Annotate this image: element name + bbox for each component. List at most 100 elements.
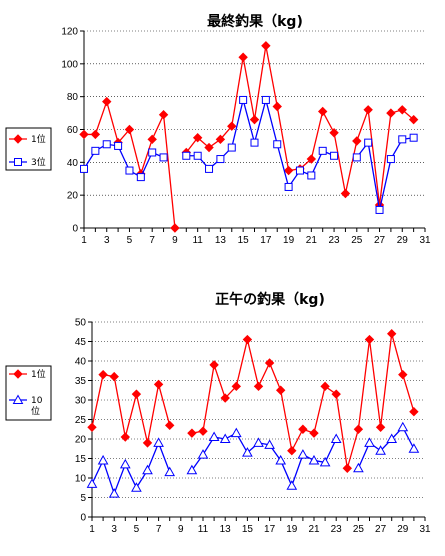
y-tick-label: 20 <box>67 191 79 202</box>
data-point <box>97 454 109 465</box>
series-2 <box>86 421 420 498</box>
data-point <box>398 135 407 144</box>
data-point <box>253 437 264 447</box>
data-point <box>408 443 420 453</box>
data-point <box>308 454 320 465</box>
data-point <box>409 133 418 142</box>
x-tick-label: 25 <box>353 524 365 535</box>
data-point <box>205 164 214 173</box>
data-point <box>352 136 362 146</box>
legend-box <box>5 127 52 171</box>
series-line <box>185 45 415 206</box>
data-point <box>136 173 145 182</box>
x-tick-label: 31 <box>419 524 431 535</box>
x-tick-label: 11 <box>192 235 203 246</box>
series-1 <box>87 328 419 473</box>
data-point <box>238 52 248 62</box>
data-point <box>375 445 386 455</box>
data-point <box>306 154 317 164</box>
data-point <box>219 433 231 443</box>
series-line <box>91 441 171 496</box>
data-point <box>298 424 308 434</box>
x-tick-label: 9 <box>178 524 184 535</box>
data-point <box>170 223 180 233</box>
data-point <box>340 188 351 199</box>
data-point <box>317 106 328 117</box>
x-tick-label: 17 <box>260 235 272 246</box>
data-point <box>239 95 248 104</box>
y-tick-label: 30 <box>75 396 87 407</box>
y-tick-label: 50 <box>75 318 87 329</box>
data-point <box>261 95 270 104</box>
data-point <box>102 140 111 149</box>
data-point <box>386 155 395 164</box>
x-tick-label: 15 <box>238 235 250 246</box>
data-point <box>264 358 275 368</box>
data-point <box>275 385 286 395</box>
x-tick-label: 13 <box>215 235 227 246</box>
data-point <box>297 449 309 459</box>
x-tick-label: 7 <box>156 524 162 535</box>
data-point <box>109 371 119 382</box>
data-point <box>208 431 220 442</box>
data-point <box>342 463 353 473</box>
data-point <box>204 142 214 153</box>
data-point <box>216 155 225 164</box>
x-tick-label: 29 <box>397 524 409 535</box>
data-point <box>91 146 100 155</box>
data-point <box>159 153 168 162</box>
data-point <box>307 171 316 180</box>
data-point <box>319 456 331 467</box>
legend-marker <box>13 369 23 379</box>
data-point <box>198 426 208 436</box>
data-point <box>363 105 373 115</box>
y-tick-label: 10 <box>75 474 87 485</box>
x-tick-label: 29 <box>397 235 409 246</box>
data-point <box>329 128 339 138</box>
y-tick-label: 0 <box>80 513 86 524</box>
data-point <box>320 381 330 392</box>
x-tick-label: 31 <box>419 235 431 246</box>
data-point <box>182 151 191 160</box>
x-tick-label: 13 <box>220 524 232 535</box>
data-point <box>397 105 407 115</box>
x-tick-label: 5 <box>134 524 140 535</box>
data-point <box>102 96 112 107</box>
data-point <box>272 101 282 112</box>
y-tick-label: 35 <box>75 376 87 387</box>
legend: 1位 10位 <box>5 365 52 421</box>
legend-marker <box>13 134 23 144</box>
data-point <box>318 146 327 155</box>
data-point <box>227 121 237 131</box>
legend-marker <box>14 158 22 166</box>
x-tick-label: 21 <box>306 235 318 246</box>
x-tick-label: 1 <box>89 524 95 535</box>
data-point <box>187 428 197 438</box>
data-point <box>331 389 341 399</box>
data-point <box>330 151 339 160</box>
x-tick-label: 27 <box>374 235 386 246</box>
series-line <box>357 426 415 469</box>
data-point <box>286 480 298 490</box>
x-tick-label: 19 <box>286 524 298 535</box>
x-tick-label: 9 <box>172 235 178 246</box>
y-tick-label: 45 <box>75 337 87 348</box>
data-point <box>120 432 131 442</box>
data-point <box>264 439 275 449</box>
data-point <box>158 110 169 120</box>
y-tick-label: 40 <box>67 158 79 169</box>
x-tick-label: 23 <box>329 235 341 246</box>
x-tick-label: 19 <box>283 235 295 246</box>
data-point <box>131 482 142 492</box>
x-tick-label: 23 <box>331 524 343 535</box>
data-point <box>295 166 304 175</box>
data-point <box>386 328 397 339</box>
data-point <box>364 437 375 447</box>
data-point <box>153 437 164 447</box>
data-point <box>193 151 202 160</box>
x-tick-label: 15 <box>242 524 254 535</box>
data-point <box>353 424 364 434</box>
data-point <box>220 393 230 403</box>
